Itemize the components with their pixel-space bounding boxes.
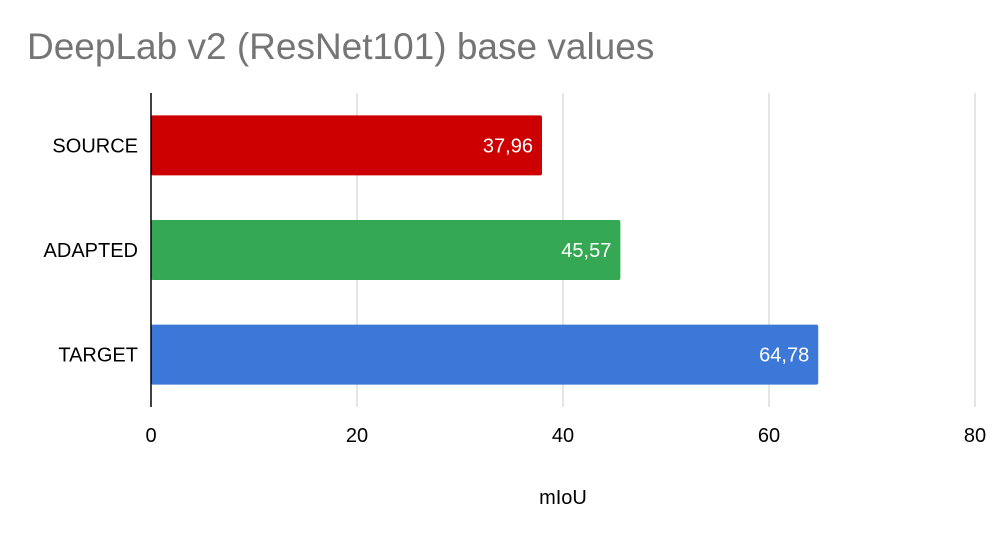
- bar-adapted: [151, 220, 621, 280]
- x-tick-label: 0: [145, 425, 156, 447]
- x-tick-label: 60: [758, 425, 780, 447]
- data-label-source: 37,96: [483, 135, 533, 157]
- bar-target: [151, 324, 819, 385]
- x-axis-title: mIoU: [539, 487, 587, 509]
- bars: 37,96 45,57 64,78: [151, 115, 819, 385]
- x-tick-label: 20: [346, 425, 368, 447]
- category-label-source: SOURCE: [52, 135, 138, 157]
- data-label-adapted: 45,57: [561, 240, 611, 262]
- chart-title: DeepLab v2 (ResNet101) base values: [27, 26, 655, 67]
- x-tick-label: 40: [552, 425, 574, 447]
- axes: 0 20 40 60 80 SOURCE ADAPTED TARGET: [44, 93, 986, 447]
- x-tick-label: 80: [964, 425, 986, 447]
- category-label-adapted: ADAPTED: [44, 240, 138, 262]
- bar-source: [151, 115, 542, 176]
- category-label-target: TARGET: [58, 345, 138, 367]
- data-label-target: 64,78: [759, 345, 809, 367]
